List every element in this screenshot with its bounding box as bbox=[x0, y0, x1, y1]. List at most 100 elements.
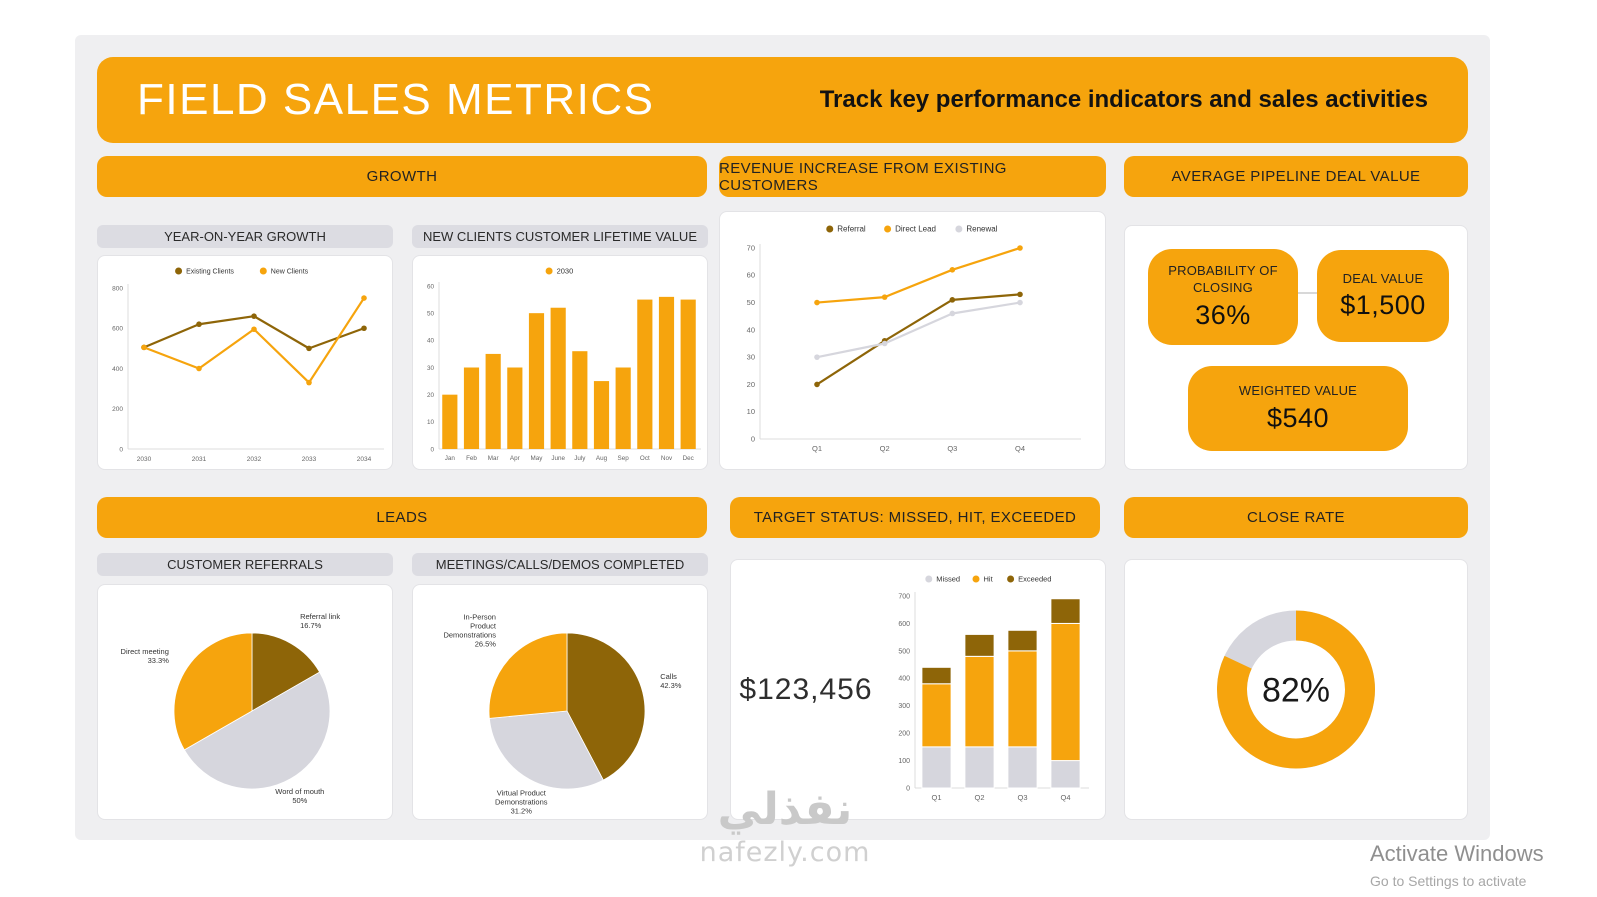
revenue-increase-panel: 0 10 20 30 40 50 60 70 Q1 Q2 Q3 Q4 Referral Direct Le… bbox=[719, 211, 1106, 470]
customer-referrals-pie-chart: Referral link 16.7% Word of mouth 50% Direct… bbox=[98, 585, 392, 819]
weighted-value-label: WEIGHTED VALUE bbox=[1238, 383, 1358, 399]
revenue-increase-chart: 0 10 20 30 40 50 60 70 Q1 Q2 Q3 Q4 Referral Direct Le… bbox=[720, 212, 1105, 469]
svg-text:Jan: Jan bbox=[445, 455, 456, 462]
section-revenue-increase: REVENUE INCREASE FROM EXISTING CUSTOMERS bbox=[719, 156, 1106, 197]
svg-text:600: 600 bbox=[112, 326, 123, 333]
svg-text:30: 30 bbox=[427, 365, 435, 372]
svg-text:0: 0 bbox=[906, 785, 910, 792]
svg-text:42.3%: 42.3% bbox=[660, 681, 682, 690]
svg-text:2030: 2030 bbox=[137, 456, 152, 463]
svg-text:60: 60 bbox=[427, 283, 435, 290]
svg-text:20: 20 bbox=[747, 380, 755, 389]
yoy-growth-panel: 0 200 400 600 800 2030 2031 2032 2033 2034 Existin… bbox=[97, 255, 393, 470]
svg-text:Word of mouth: Word of mouth bbox=[275, 787, 324, 796]
svg-text:Q3: Q3 bbox=[947, 444, 957, 453]
svg-text:0: 0 bbox=[430, 446, 434, 453]
svg-text:70: 70 bbox=[747, 243, 755, 252]
svg-text:50: 50 bbox=[747, 298, 755, 307]
target-status-stacked-chart: 0 100 200 300 400 500 600 700 Q1 Q2 Q3 Q4 Missed Hit E… bbox=[881, 566, 1097, 814]
target-amount: $123,456 bbox=[739, 672, 873, 706]
deal-value-label: DEAL VALUE bbox=[1342, 270, 1424, 286]
svg-text:2031: 2031 bbox=[192, 456, 207, 463]
page-subtitle: Track key performance indicators and sal… bbox=[819, 86, 1428, 113]
svg-text:Calls: Calls bbox=[660, 672, 677, 681]
customer-referrals-panel: Referral link 16.7% Word of mouth 50% Direct… bbox=[97, 584, 393, 820]
watermark-site: nafezly.com bbox=[699, 837, 871, 868]
subheader-yoy-growth: YEAR-ON-YEAR GROWTH bbox=[97, 225, 393, 248]
activate-windows-line1: Activate Windows bbox=[1370, 841, 1544, 866]
subheader-customer-referrals: CUSTOMER REFERRALS bbox=[97, 553, 393, 576]
section-target-status: TARGET STATUS: MISSED, HIT, EXCEEDED bbox=[730, 497, 1100, 538]
svg-text:300: 300 bbox=[898, 703, 910, 710]
card-connector-line bbox=[1293, 292, 1321, 294]
svg-text:700: 700 bbox=[898, 593, 910, 600]
svg-text:100: 100 bbox=[898, 757, 910, 764]
clv-bar-chart: 0 10 20 30 40 50 60 Jan Feb Mar Apr May June July Aug S… bbox=[413, 256, 707, 469]
svg-text:10: 10 bbox=[747, 407, 755, 416]
svg-text:2030: 2030 bbox=[557, 267, 574, 276]
svg-text:Referral link: Referral link bbox=[300, 612, 340, 621]
svg-text:In-Person: In-Person bbox=[463, 612, 496, 621]
svg-text:400: 400 bbox=[112, 366, 123, 373]
section-growth: GROWTH bbox=[97, 156, 707, 197]
svg-text:Q1: Q1 bbox=[812, 444, 822, 453]
weighted-value: $540 bbox=[1266, 402, 1330, 433]
svg-text:July: July bbox=[574, 455, 586, 462]
close-rate-panel: 82% bbox=[1124, 559, 1468, 820]
svg-text:Oct: Oct bbox=[640, 455, 650, 462]
svg-text:Direct Lead: Direct Lead bbox=[895, 225, 936, 234]
svg-text:400: 400 bbox=[898, 675, 910, 682]
section-close-rate: CLOSE RATE bbox=[1124, 497, 1468, 538]
svg-text:New Clients: New Clients bbox=[271, 269, 309, 276]
svg-text:60: 60 bbox=[747, 271, 755, 280]
svg-text:Q3: Q3 bbox=[1017, 793, 1027, 802]
svg-text:Exceeded: Exceeded bbox=[1018, 574, 1051, 583]
svg-text:Mar: Mar bbox=[488, 455, 499, 462]
svg-text:Q4: Q4 bbox=[1060, 793, 1070, 802]
svg-text:June: June bbox=[551, 455, 565, 462]
svg-text:Demonstrations: Demonstrations bbox=[495, 797, 548, 806]
svg-text:Product: Product bbox=[470, 621, 497, 630]
svg-text:500: 500 bbox=[898, 648, 910, 655]
svg-text:600: 600 bbox=[898, 620, 910, 627]
svg-text:Feb: Feb bbox=[466, 455, 477, 462]
svg-text:200: 200 bbox=[112, 406, 123, 413]
svg-text:33.3%: 33.3% bbox=[148, 656, 170, 665]
activate-windows-line2: Go to Settings to activate bbox=[1370, 873, 1527, 889]
svg-text:26.5%: 26.5% bbox=[475, 639, 497, 648]
subheader-meetings: MEETINGS/CALLS/DEMOS COMPLETED bbox=[412, 553, 708, 576]
svg-text:82%: 82% bbox=[1262, 672, 1330, 710]
svg-text:2033: 2033 bbox=[302, 456, 317, 463]
dashboard: FIELD SALES METRICS Track key performanc… bbox=[75, 35, 1490, 840]
page-title: FIELD SALES METRICS bbox=[137, 75, 655, 124]
svg-text:Dec: Dec bbox=[683, 455, 694, 462]
svg-text:May: May bbox=[531, 455, 544, 462]
svg-text:31.2%: 31.2% bbox=[511, 806, 533, 815]
svg-text:Missed: Missed bbox=[936, 574, 960, 583]
yoy-growth-chart: 0 200 400 600 800 2030 2031 2032 2033 2034 Existin… bbox=[98, 256, 392, 469]
svg-text:Q1: Q1 bbox=[931, 793, 941, 802]
target-status-panel: $123,456 0 100 200 300 400 500 600 700 Q1 Q2 Q3 Q4 M… bbox=[730, 559, 1106, 820]
svg-text:Nov: Nov bbox=[661, 455, 673, 462]
svg-text:20: 20 bbox=[427, 392, 435, 399]
svg-text:Referral: Referral bbox=[837, 225, 866, 234]
svg-text:Aug: Aug bbox=[596, 455, 608, 462]
weighted-value-card: WEIGHTED VALUE $540 bbox=[1188, 366, 1408, 451]
meetings-panel: Calls 42.3% Virtual Product Demonstrations 3… bbox=[412, 584, 708, 820]
section-average-pipeline: AVERAGE PIPELINE DEAL VALUE bbox=[1124, 156, 1468, 197]
probability-of-closing-card: PROBABILITY OF CLOSING 36% bbox=[1148, 249, 1298, 345]
close-rate-donut-chart: 82% bbox=[1136, 567, 1456, 812]
svg-text:Renewal: Renewal bbox=[966, 225, 997, 234]
svg-text:16.7%: 16.7% bbox=[300, 621, 322, 630]
svg-text:Q2: Q2 bbox=[880, 444, 890, 453]
deal-value: $1,500 bbox=[1340, 290, 1426, 321]
svg-text:10: 10 bbox=[427, 419, 435, 426]
dashboard-header: FIELD SALES METRICS Track key performanc… bbox=[97, 57, 1468, 143]
svg-text:200: 200 bbox=[898, 730, 910, 737]
activate-windows-notice: Activate Windows Go to Settings to activ… bbox=[1370, 841, 1544, 889]
probability-value: 36% bbox=[1195, 299, 1251, 330]
svg-text:800: 800 bbox=[112, 285, 123, 292]
svg-text:Existing Clients: Existing Clients bbox=[186, 269, 234, 276]
svg-text:0: 0 bbox=[119, 446, 123, 453]
svg-text:50: 50 bbox=[427, 310, 435, 317]
